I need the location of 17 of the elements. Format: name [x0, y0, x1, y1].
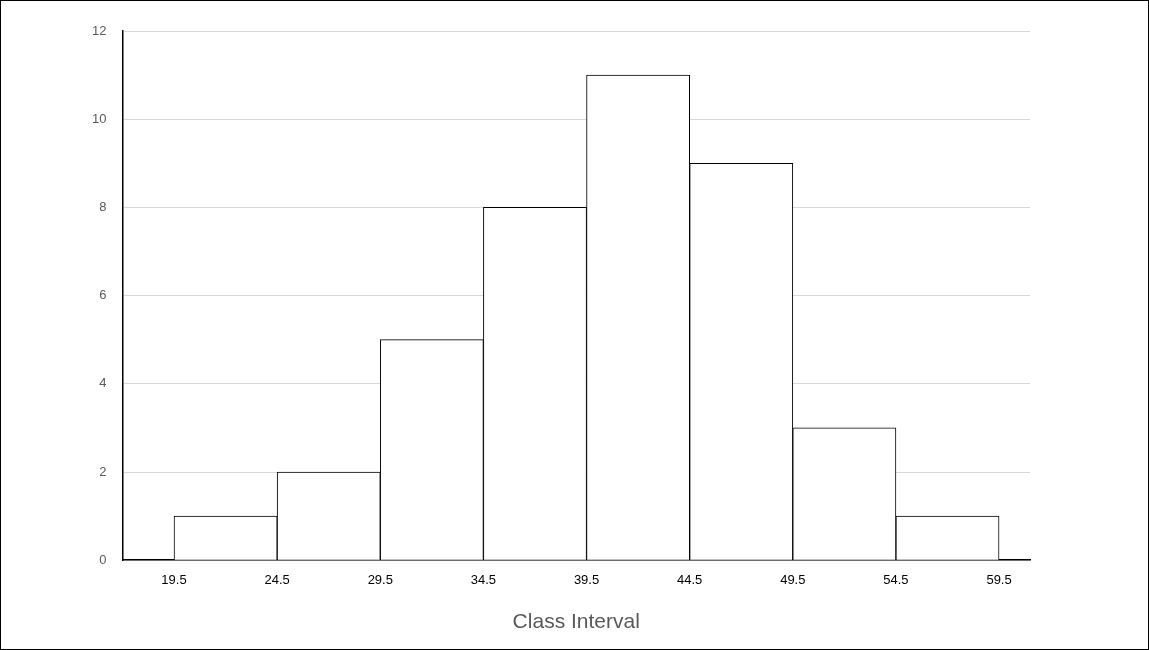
y-tick-label: 4 — [99, 375, 107, 391]
x-tick-label: 54.5 — [883, 571, 909, 587]
x-tick-label: 59.5 — [986, 571, 1012, 587]
y-tick-label: 10 — [91, 110, 107, 126]
x-tick-label: 44.5 — [677, 571, 703, 587]
x-tick-label: 19.5 — [161, 571, 187, 587]
x-tick-label: 39.5 — [573, 571, 600, 587]
x-tick-label: 29.5 — [367, 571, 393, 587]
y-tick-label: 12 — [91, 22, 107, 38]
x-tick-label: 24.5 — [264, 571, 290, 587]
y-tick-label: 2 — [99, 463, 107, 479]
x-axis-title: Class Interval — [512, 609, 640, 633]
y-tick-label: 0 — [99, 551, 107, 567]
x-tick-label: 34.5 — [470, 571, 497, 587]
x-tick-label: 49.5 — [780, 571, 806, 587]
y-tick-label: 6 — [99, 287, 107, 303]
y-tick-label: 8 — [99, 198, 107, 214]
